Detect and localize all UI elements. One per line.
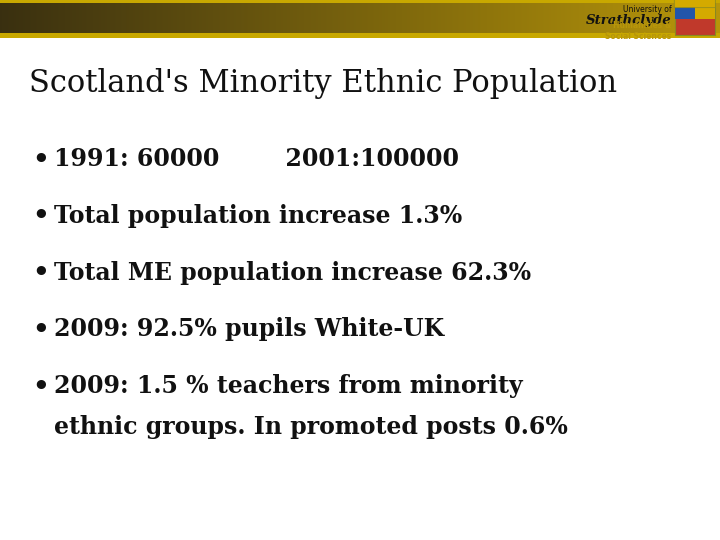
- Text: •: •: [32, 317, 49, 342]
- Bar: [695, 3, 714, 19]
- Bar: [0, 0, 720, 3]
- Text: Total ME population increase 62.3%: Total ME population increase 62.3%: [54, 261, 531, 285]
- Text: 2009: 92.5% pupils White-UK: 2009: 92.5% pupils White-UK: [54, 318, 444, 341]
- Text: Humanities &
Social Sciences: Humanities & Social Sciences: [605, 21, 671, 40]
- Text: Total population increase 1.3%: Total population increase 1.3%: [54, 204, 462, 228]
- Text: •: •: [32, 147, 49, 172]
- Text: 2009: 1.5 % teachers from minority: 2009: 1.5 % teachers from minority: [54, 374, 523, 398]
- Text: University of: University of: [623, 5, 671, 14]
- Text: •: •: [32, 260, 49, 285]
- Text: •: •: [32, 204, 49, 228]
- FancyBboxPatch shape: [675, 3, 714, 35]
- Bar: [675, 3, 695, 19]
- Text: Scotland's Minority Ethnic Population: Scotland's Minority Ethnic Population: [29, 68, 617, 99]
- Text: ethnic groups. In promoted posts 0.6%: ethnic groups. In promoted posts 0.6%: [54, 415, 568, 438]
- Bar: [0, 33, 720, 38]
- Text: Strathclyde: Strathclyde: [586, 14, 671, 26]
- Text: •: •: [32, 374, 49, 399]
- Text: 1991: 60000        2001:100000: 1991: 60000 2001:100000: [54, 147, 459, 171]
- FancyBboxPatch shape: [674, 0, 716, 8]
